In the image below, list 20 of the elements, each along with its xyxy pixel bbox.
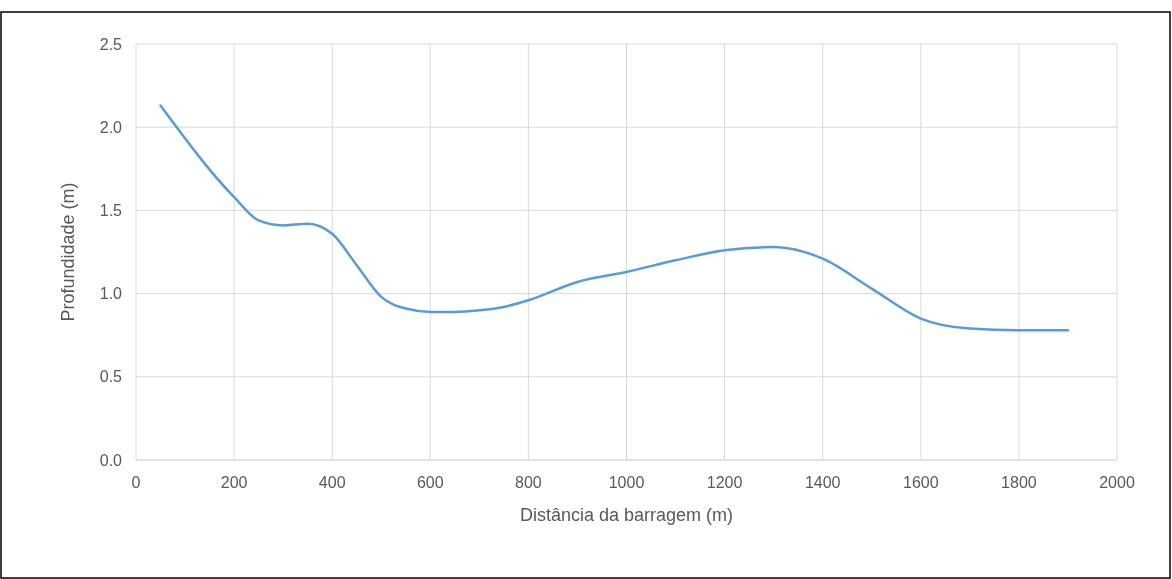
x-tick-label: 400 [318,474,346,491]
x-tick-label: 2000 [1099,474,1135,491]
x-tick-label: 200 [220,474,248,491]
x-tick-label: 1600 [903,474,939,491]
line-series [159,104,1070,332]
x-tick-label: 1800 [1001,474,1037,491]
y-axis-title: Profundidade (m) [58,182,78,322]
x-tick-label: 600 [416,474,444,491]
y-tick-label: 2.5 [99,35,123,53]
y-tick-label: 2.0 [99,118,123,136]
y-tick-label: 0.5 [99,368,123,386]
y-tick-label: 0.0 [99,451,123,469]
x-tick-label: 0 [131,474,141,491]
y-tick-label: 1.5 [99,202,123,219]
x-tick-label: 1200 [706,474,743,491]
x-tick-label: 1400 [804,474,841,491]
x-tick-label: 1000 [608,474,645,491]
x-tick-label: 800 [515,474,542,491]
y-tick-label: 1.0 [99,285,123,303]
x-axis-title: Distância da barragem (m) [519,505,734,525]
